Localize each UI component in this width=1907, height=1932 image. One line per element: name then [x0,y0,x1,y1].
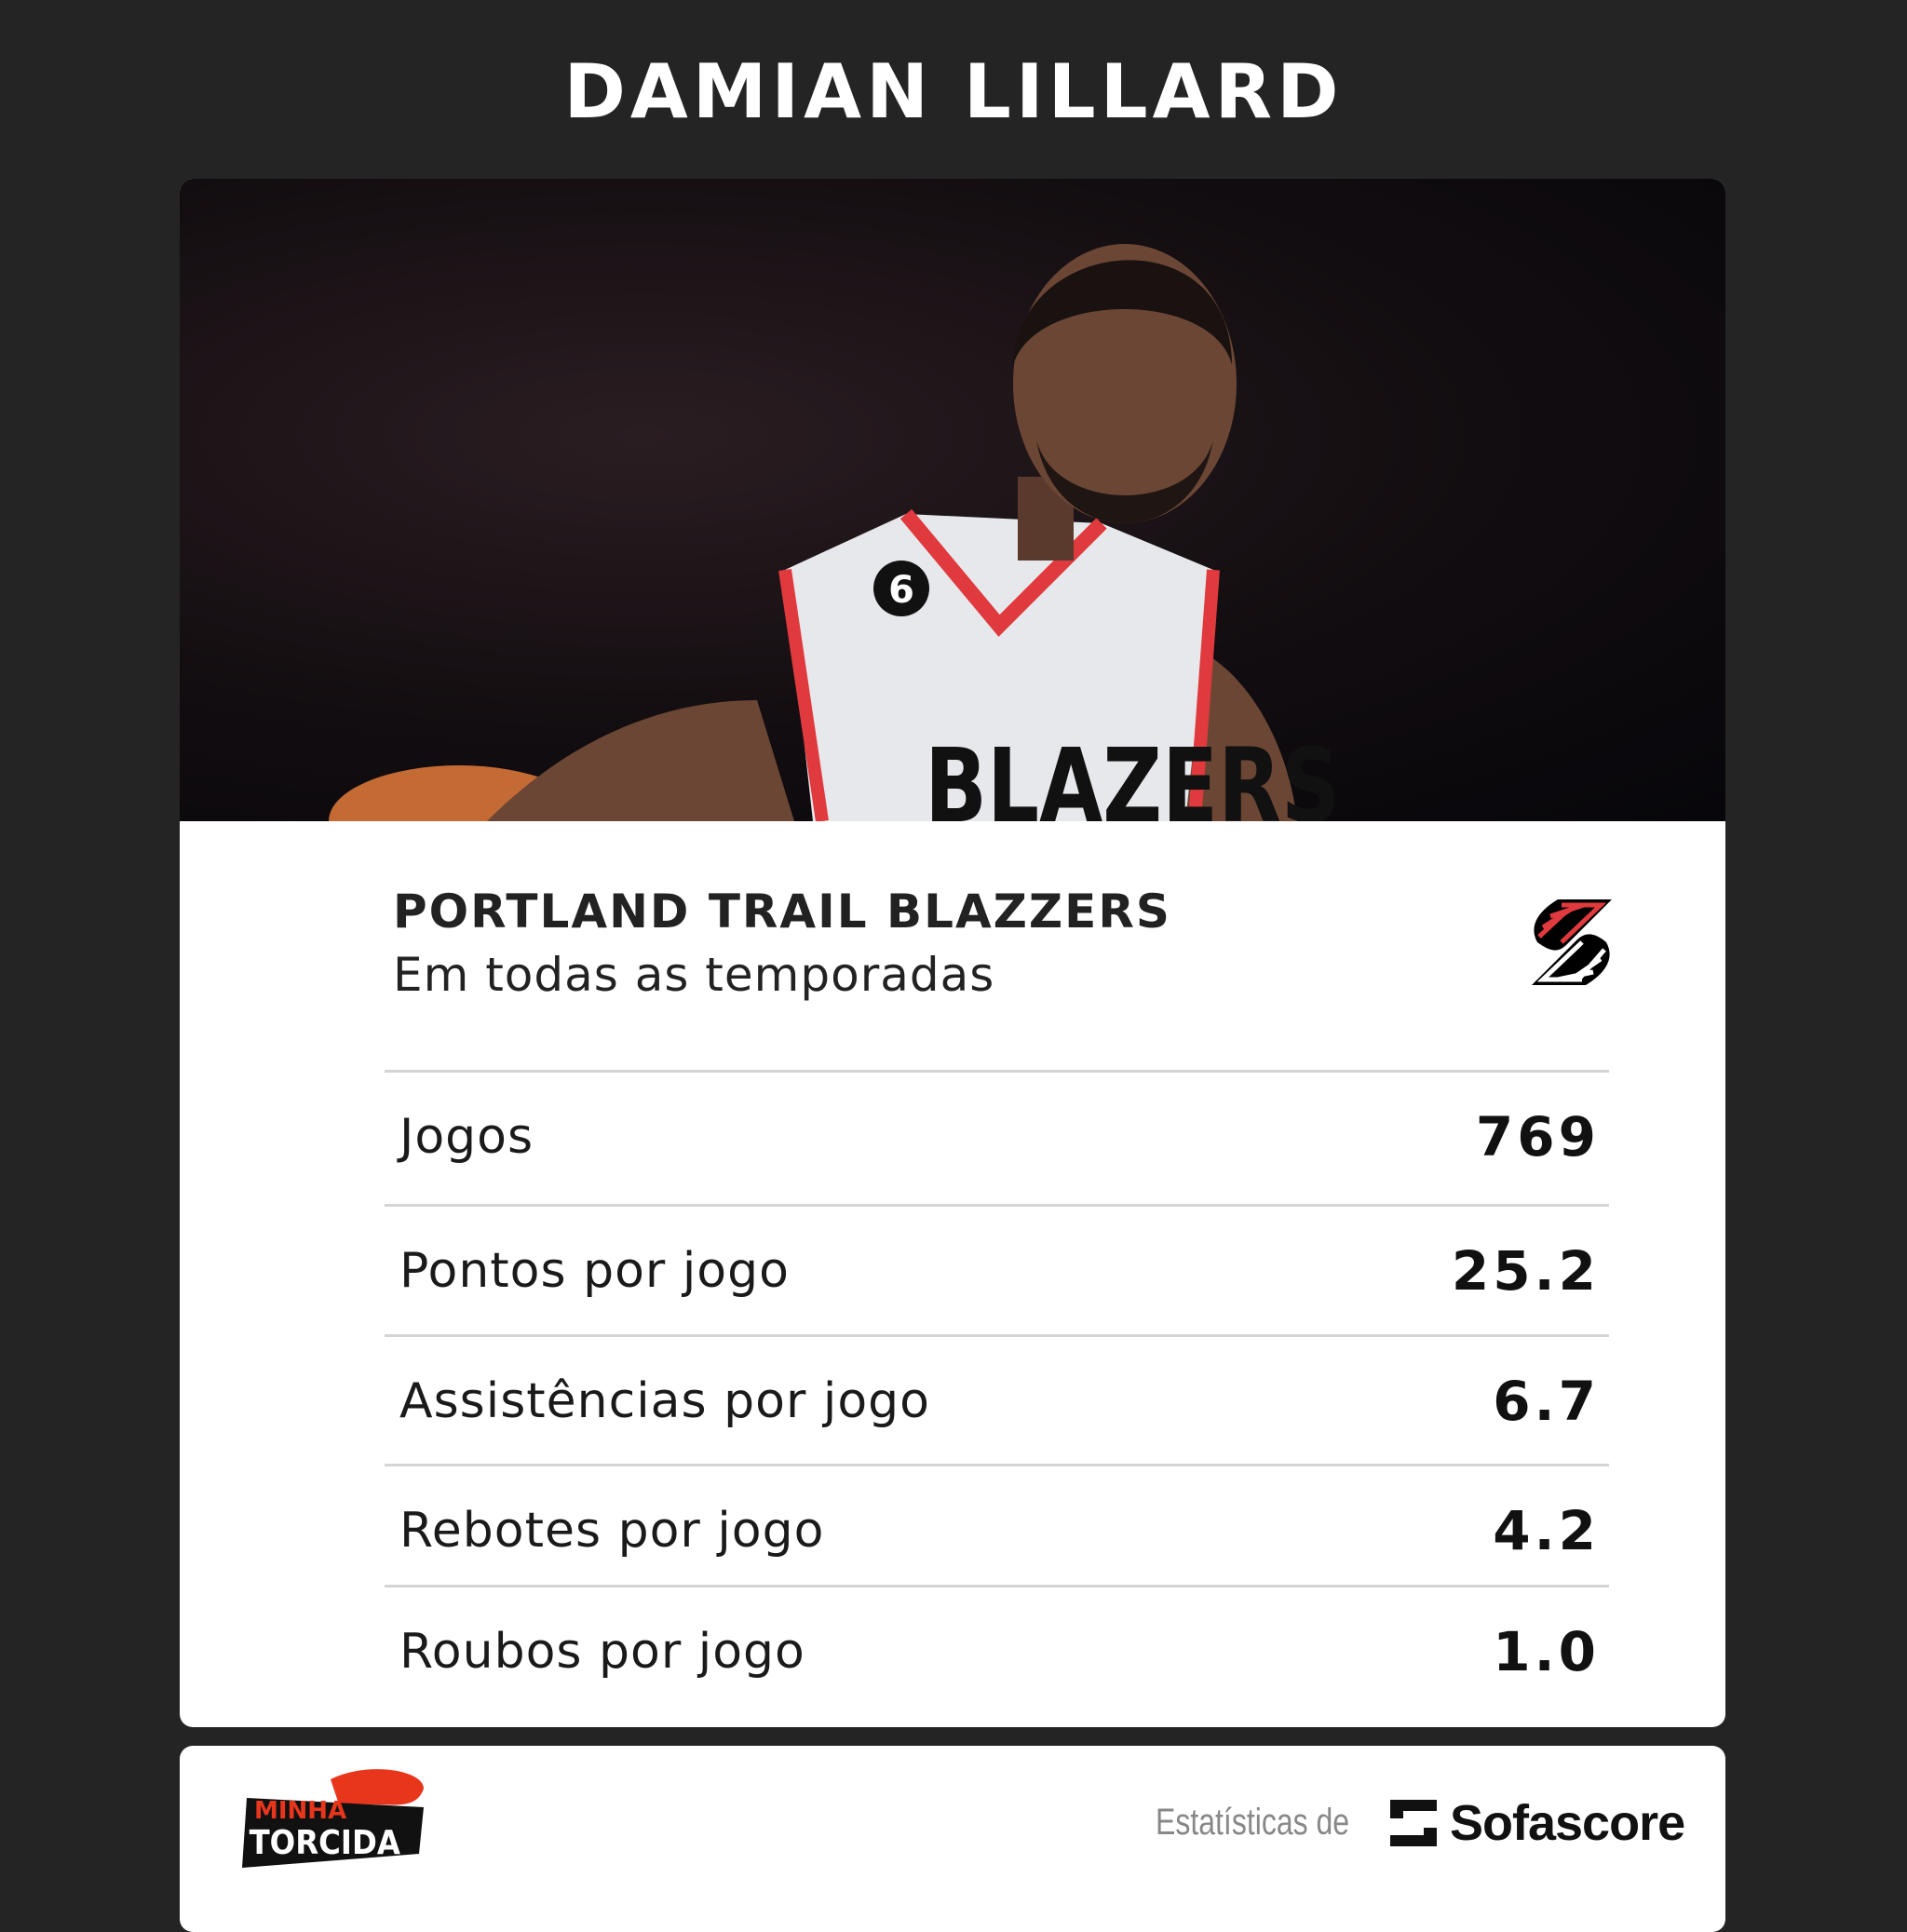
jersey-text: BLAZERS [925,728,1340,821]
sofascore-icon [1390,1800,1437,1846]
stat-value: 1.0 [1493,1620,1600,1683]
stat-value: 6.7 [1493,1370,1600,1433]
sofascore-logo-text: Sofascore [1450,1795,1685,1851]
stat-value: 769 [1475,1105,1600,1169]
stat-label: Pontos por jogo [399,1243,790,1299]
stats-by-label: Estatísticas de [1156,1802,1350,1843]
stat-label: Rebotes por jogo [399,1503,825,1559]
stat-row-games: Jogos 769 [385,1070,1609,1201]
trail-blazers-pinwheel-icon [1532,899,1612,985]
svg-text:MINHA: MINHA [254,1797,346,1825]
stat-label: Assistências por jogo [399,1373,930,1429]
player-card: BLAZERS 6 PORTLAND TRAIL BLAZZERS Em tod… [180,179,1725,1727]
jersey-number: 6 [888,569,914,612]
player-photo: BLAZERS 6 [180,179,1725,821]
stat-label: Jogos [399,1109,534,1165]
stat-row-assists: Assistências por jogo 6.7 [385,1334,1609,1466]
footer: MINHA TORCIDA Estatísticas de Sofascore [180,1746,1725,1932]
minha-torcida-logo: MINHA TORCIDA [242,1769,424,1868]
stat-row-rebounds: Rebotes por jogo 4.2 [385,1464,1609,1595]
stat-row-points: Pontos por jogo 25.2 [385,1204,1609,1335]
stat-value: 4.2 [1493,1499,1600,1562]
stat-row-steals: Roubos por jogo 1.0 [385,1585,1609,1716]
team-subtitle: Em todas as temporadas [393,948,995,1002]
page-title: DAMIAN LILLARD [563,48,1344,135]
svg-text:TORCIDA: TORCIDA [250,1823,401,1862]
stat-label: Roubos por jogo [399,1624,805,1680]
stat-value: 25.2 [1451,1239,1600,1303]
player-image: BLAZERS 6 [329,244,1340,821]
team-name: PORTLAND TRAIL BLAZZERS [393,885,1171,939]
